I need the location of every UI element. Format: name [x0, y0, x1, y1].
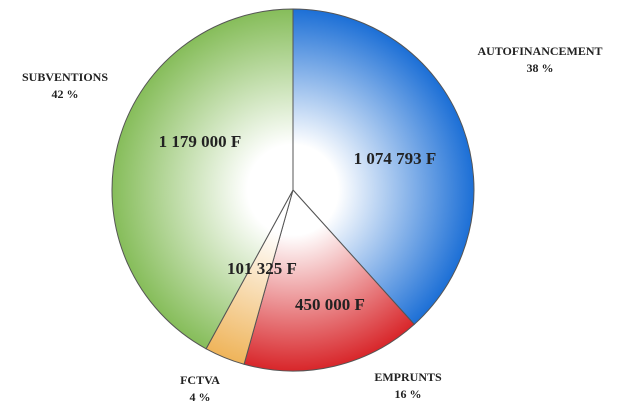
category-label: AUTOFINANCEMENT: [477, 44, 602, 58]
category-label: EMPRUNTS: [374, 370, 442, 384]
pie-slice: [292, 8, 475, 326]
percent-label: 16 %: [395, 387, 422, 401]
pie-slice: [111, 8, 294, 350]
percent-label: 38 %: [527, 61, 554, 75]
value-label: 1 179 000 F: [159, 132, 242, 151]
value-label: 101 325 F: [227, 259, 297, 278]
value-label: 1 074 793 F: [354, 149, 437, 168]
category-label: FCTVA: [180, 373, 220, 387]
pie-slice: [243, 188, 415, 372]
value-label: 450 000 F: [295, 295, 365, 314]
category-label: SUBVENTIONS: [22, 70, 108, 84]
percent-label: 4 %: [190, 390, 211, 401]
percent-label: 42 %: [52, 87, 79, 101]
